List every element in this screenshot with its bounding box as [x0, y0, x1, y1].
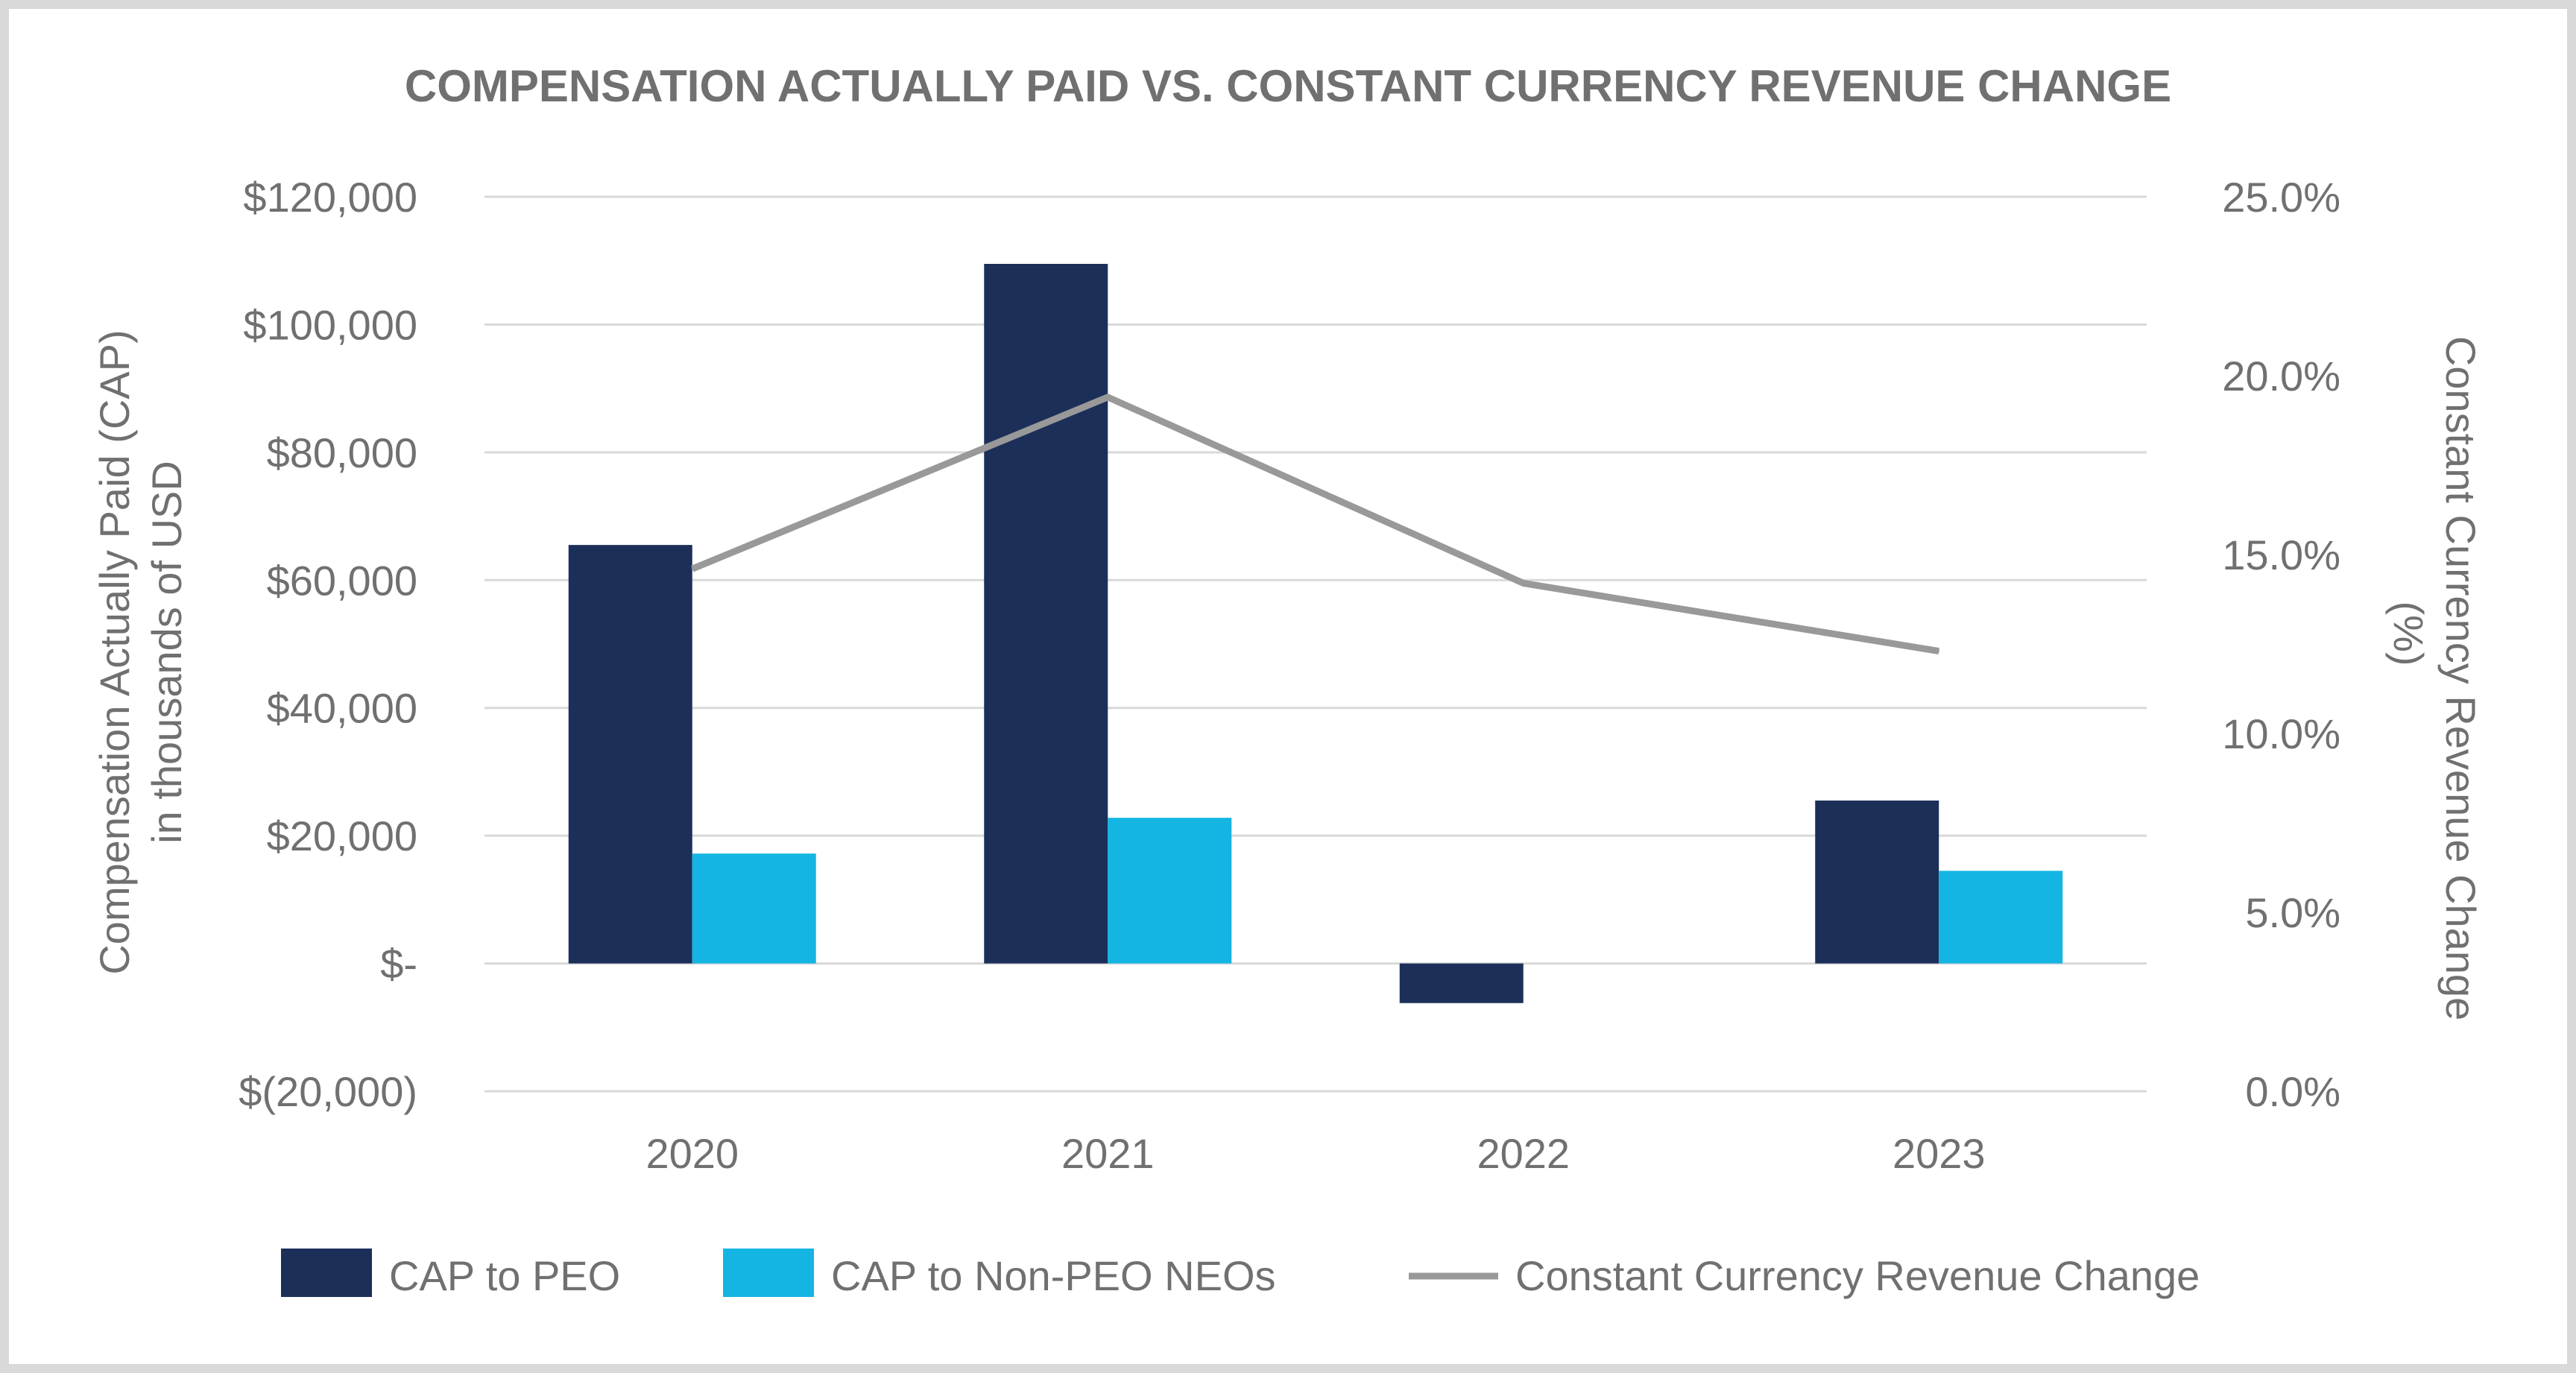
y-tick-label-5: $20,000 [267, 812, 417, 859]
revenue-change-point-2020 [691, 568, 693, 570]
legend-label-revenue-change: Constant Currency Revenue Change [1515, 1252, 2200, 1299]
legend-label-cap-peo: CAP to PEO [389, 1252, 620, 1299]
y2-tick-label-1: 20.0% [2222, 353, 2340, 400]
y2-tick-label-5: 0.0% [2245, 1068, 2340, 1115]
legend-swatch-cap-non-peo [723, 1249, 814, 1297]
revenue-change-point-2021 [1107, 396, 1109, 398]
bar-cap-peo-2022 [1399, 963, 1524, 1003]
legend-label-cap-non-peo: CAP to Non-PEO NEOs [831, 1252, 1276, 1299]
legend: CAP to PEO CAP to Non-PEO NEOs Constant … [281, 1249, 2200, 1299]
bar-cap-non-peo-2020 [692, 853, 816, 964]
bar-cap-peo-2023 [1815, 801, 1939, 964]
y-tick-label-2: $80,000 [267, 429, 417, 476]
y-axis-ticks: $120,000 $100,000 $80,000 $60,000 $40,000 $20… [239, 174, 417, 1115]
x-tick-label-2022: 2022 [1477, 1130, 1570, 1177]
y2-tick-label-3: 10.0% [2222, 710, 2340, 757]
y2-tick-label-4: 5.0% [2245, 889, 2340, 936]
revenue-change-line [691, 394, 1939, 655]
y2-tick-label-2: 15.0% [2222, 531, 2340, 578]
y-tick-label-3: $60,000 [267, 557, 417, 604]
y-tick-label-0: $120,000 [243, 174, 417, 221]
bar-cap-non-peo-2023 [1939, 871, 2063, 964]
bar-cap-peo-2020 [568, 545, 692, 964]
x-tick-label-2023: 2023 [1892, 1130, 1986, 1177]
y-tick-label-6: $- [380, 941, 417, 988]
y-axis-label-line-2: in thousands of USD [143, 461, 190, 844]
y-tick-label-7: $(20,000) [239, 1068, 417, 1115]
revenue-change-point-2023 [1938, 650, 1940, 652]
y2-axis-ticks: 25.0% 20.0% 15.0% 10.0% 5.0% 0.0% [2222, 174, 2340, 1115]
bars [568, 264, 2063, 1003]
bar-cap-non-peo-2021 [1108, 818, 1232, 964]
revenue-change-point-2022 [1522, 582, 1524, 584]
revenue-line-layer [691, 394, 1940, 655]
y-tick-label-4: $40,000 [267, 685, 417, 732]
y-axis-label-line-1: Compensation Actually Paid (CAP) [91, 329, 138, 974]
x-tick-label-2021: 2021 [1061, 1130, 1155, 1177]
y2-tick-label-0: 25.0% [2222, 174, 2340, 221]
y-tick-label-1: $100,000 [243, 301, 417, 348]
bar-cap-peo-2021 [984, 264, 1108, 964]
chart-title: COMPENSATION ACTUALLY PAID VS. CONSTANT … [405, 61, 2171, 111]
y2-axis-label-line-2: (%) [2385, 601, 2432, 666]
x-axis-ticks: 2020 2021 2022 2023 [645, 1130, 1985, 1177]
x-tick-label-2020: 2020 [645, 1130, 739, 1177]
y2-axis-label-line-1: Constant Currency Revenue Change [2437, 336, 2484, 1020]
legend-swatch-cap-peo [281, 1249, 372, 1297]
